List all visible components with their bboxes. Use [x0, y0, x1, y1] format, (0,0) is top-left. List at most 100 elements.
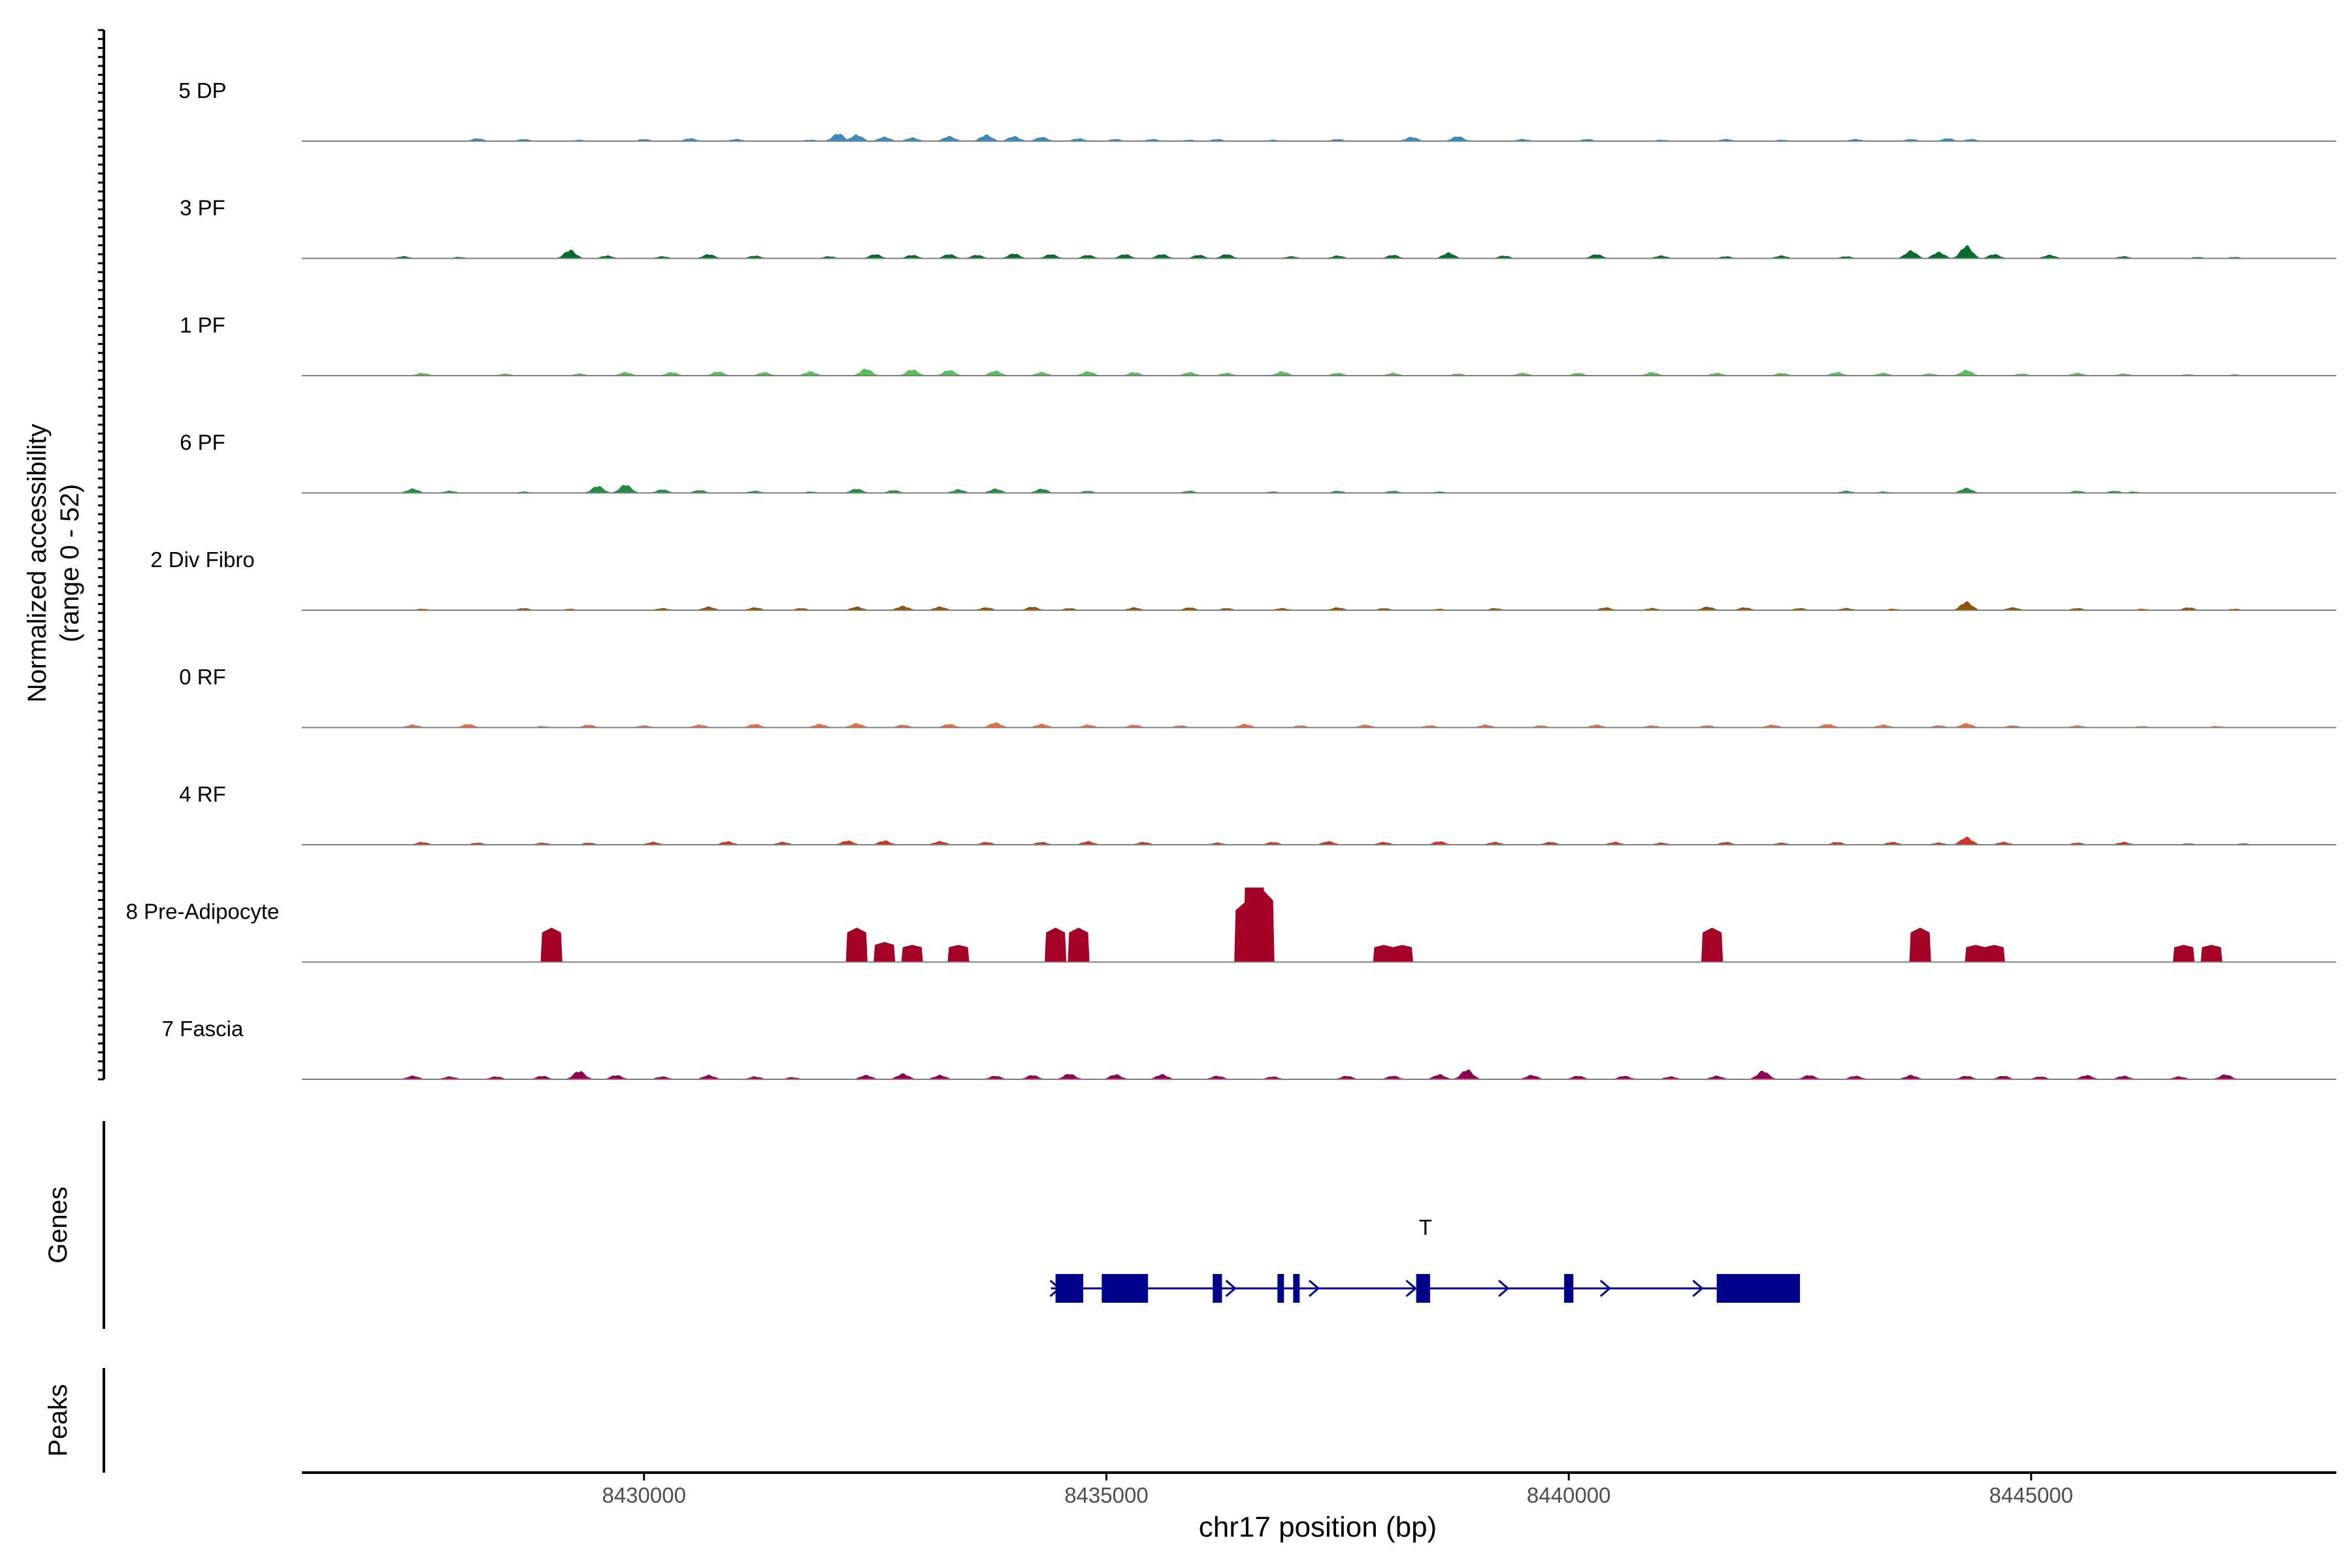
coverage-peak	[1362, 608, 1407, 610]
coverage-peak	[557, 139, 602, 141]
coverage-peak	[381, 256, 426, 259]
x-tick-label: 8430000	[602, 1483, 685, 1507]
coverage-peak	[2101, 1075, 2146, 1079]
coverage-peak	[1204, 608, 1249, 610]
coverage-peak	[1066, 725, 1111, 728]
coverage-peak	[1944, 245, 1989, 259]
coverage-peak	[1925, 138, 1970, 141]
coverage-peak	[1056, 138, 1101, 141]
coverage-peak	[2212, 374, 2257, 376]
gene-exon	[1277, 1274, 1284, 1303]
coverage-peak	[1195, 842, 1240, 845]
coverage-peak	[1823, 256, 1869, 259]
coverage-peak	[881, 1073, 925, 1079]
coverage-peak	[1482, 255, 1527, 259]
coverage-peak	[732, 724, 777, 728]
coverage-peak	[1685, 725, 1730, 728]
coverage-peak	[1315, 491, 1360, 493]
coverage-peak	[1195, 139, 1240, 141]
coverage-peak	[1759, 139, 1804, 141]
coverage-peak	[1888, 1075, 1933, 1079]
coverage-peak	[1787, 1075, 1832, 1079]
x-axis-label: chr17 position (bp)	[1199, 1511, 1437, 1543]
coverage-peak	[1121, 841, 1166, 845]
coverage-peak	[1639, 842, 1684, 845]
coverage-peak	[1916, 842, 1961, 845]
coverage-peak	[1250, 841, 1296, 845]
coverage-peak	[427, 1076, 472, 1079]
coverage-peak	[1177, 255, 1221, 259]
coverage-peak	[1944, 723, 1989, 728]
coverage-peak	[1371, 255, 1416, 259]
coverage-peak	[770, 1077, 815, 1079]
coverage-peak	[788, 139, 833, 141]
coverage-peak	[2203, 1074, 2248, 1079]
coverage-peak	[1417, 608, 1462, 610]
coverage-peak	[1972, 254, 2017, 259]
coverage-peak	[732, 491, 777, 493]
coverage-peak	[2055, 491, 2100, 493]
coverage-peak	[640, 256, 685, 259]
coverage-peak	[1010, 606, 1055, 610]
coverage-peak	[1685, 606, 1730, 610]
coverage-peak	[1139, 254, 1184, 259]
coverage-peak	[788, 371, 833, 376]
coverage-peak	[1703, 139, 1748, 141]
coverage-peak	[547, 608, 593, 610]
coverage-peak	[1324, 1075, 1369, 1079]
x-tick-label: 8440000	[1527, 1483, 1610, 1507]
coverage-peak	[964, 134, 1009, 141]
coverage-peak	[1250, 139, 1296, 141]
coverage-peak	[640, 608, 685, 610]
coverage-peak	[1944, 487, 1989, 493]
coverage-peak	[1343, 724, 1388, 728]
coverage-peak	[1463, 724, 1508, 728]
coverage-peak	[1981, 1075, 2026, 1079]
coverage-peak	[501, 491, 546, 493]
coverage-peak	[1527, 841, 1573, 845]
coverage-peak	[1629, 608, 1674, 610]
y-axis-label-line2: (range 0 - 52)	[56, 484, 84, 642]
coverage-peak	[1639, 255, 1684, 259]
coverage-peak	[1639, 139, 1684, 141]
coverage-peak	[1111, 725, 1156, 728]
coverage-peak	[1278, 725, 1323, 728]
coverage-peak	[1062, 927, 1095, 962]
track-2-div-fibro: 2 Div Fibro	[150, 547, 2336, 611]
coverage-peak	[1870, 841, 1915, 845]
coverage-peak	[585, 255, 630, 259]
coverage-peak	[1694, 1075, 1739, 1079]
coverage-peak	[557, 373, 602, 376]
coverage-peak	[1019, 137, 1064, 141]
coverage-peak	[705, 841, 750, 845]
track-panel: 5 DP 3 PF 1 PF 6 PF 2 Div Fibro 0 RF 4 RF 8 Pre…	[126, 78, 2336, 1080]
coverage-peak	[834, 723, 879, 728]
track-label: 0 RF	[179, 665, 226, 689]
coverage-peak	[1167, 607, 1212, 610]
coverage-peak	[2175, 257, 2220, 259]
coverage-peak	[1102, 254, 1147, 259]
track-label: 8 Pre-Adipocyte	[126, 900, 280, 924]
coverage-peak	[871, 490, 916, 493]
coverage-peak	[1315, 139, 1360, 141]
coverage-peak	[2167, 945, 2200, 962]
coverage-peak	[1269, 256, 1314, 259]
track-label: 5 DP	[178, 78, 226, 103]
coverage-peak	[1167, 139, 1212, 141]
coverage-peak	[1417, 841, 1462, 845]
track-7-fascia: 7 Fascia	[162, 1017, 2336, 1080]
coverage-peak	[917, 1075, 962, 1079]
coverage-peak	[788, 491, 833, 493]
coverage-peak	[2157, 1076, 2202, 1079]
coverage-peak	[1039, 927, 1072, 962]
coverage-peak	[1435, 373, 1480, 376]
coverage-peak	[840, 927, 874, 962]
coverage-peak	[714, 139, 759, 141]
coverage-peak	[2018, 1076, 2063, 1079]
coverage-peak	[1130, 139, 1175, 141]
coverage-peak	[2101, 373, 2146, 376]
coverage-peak	[1805, 724, 1850, 728]
coverage-peak	[1306, 841, 1351, 845]
coverage-peak	[1870, 608, 1915, 610]
coverage-peak	[1888, 139, 1933, 141]
